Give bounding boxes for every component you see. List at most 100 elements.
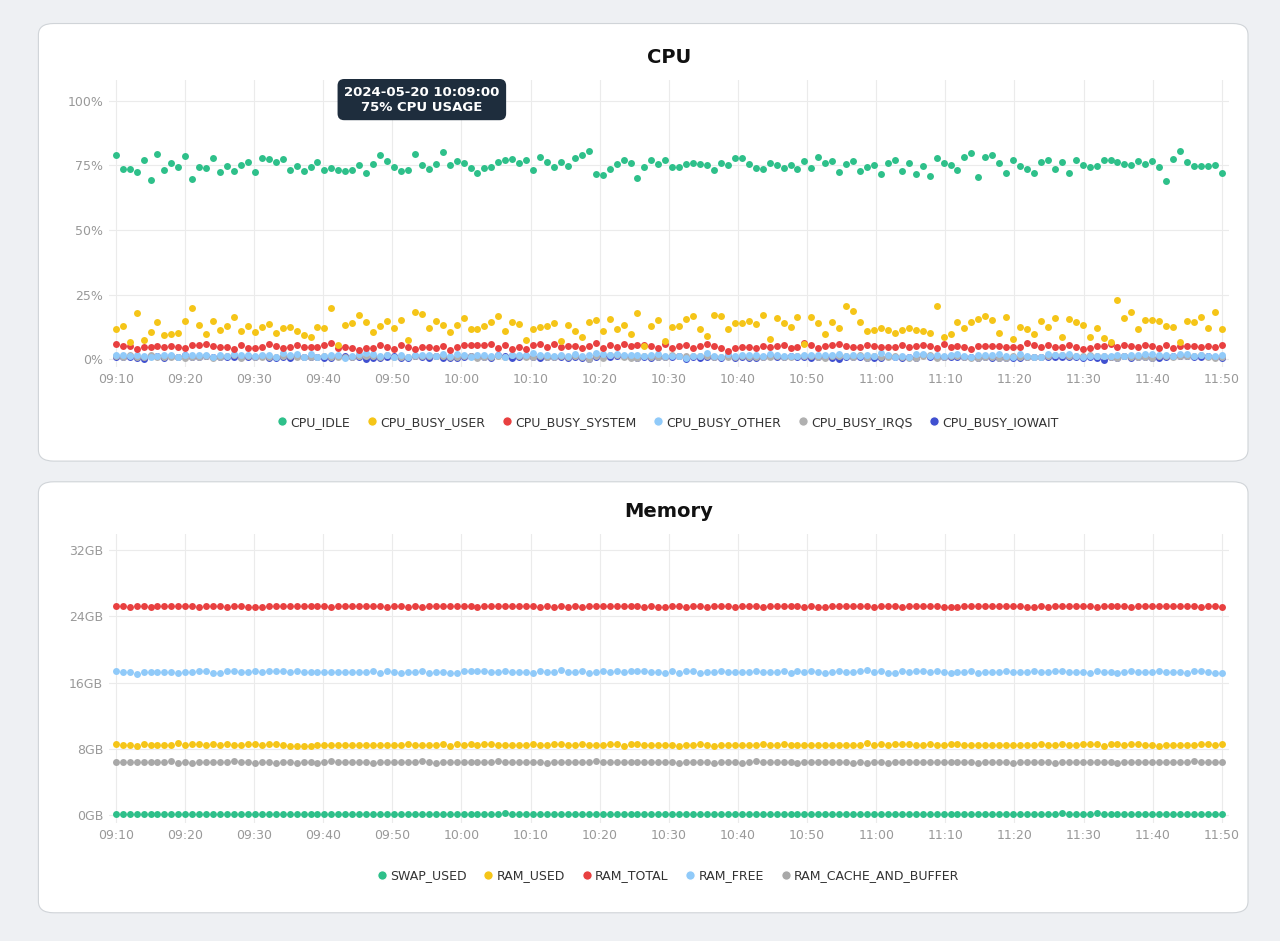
Point	[739, 598, 759, 614]
Point	[787, 349, 808, 364]
Point	[648, 347, 668, 362]
Point	[905, 350, 925, 365]
Point	[412, 806, 433, 821]
Point	[1204, 305, 1225, 320]
Point	[398, 755, 419, 770]
Point	[905, 806, 925, 821]
Point	[690, 349, 710, 364]
Point	[127, 598, 147, 614]
Point	[607, 806, 627, 821]
Point	[655, 349, 676, 364]
Point	[307, 756, 328, 771]
Point	[704, 339, 724, 354]
Point	[572, 329, 593, 344]
Point	[105, 755, 125, 770]
Point	[481, 664, 502, 679]
Point	[732, 664, 753, 679]
Point	[850, 663, 870, 678]
Point	[558, 806, 579, 821]
Point	[364, 156, 384, 171]
Point	[801, 806, 822, 821]
Point	[621, 755, 641, 770]
Point	[301, 340, 321, 355]
Point	[829, 806, 850, 821]
Point	[564, 339, 585, 354]
Point	[404, 599, 425, 614]
Point	[1004, 349, 1024, 364]
Point	[154, 351, 174, 366]
Point	[530, 599, 550, 614]
Point	[954, 150, 974, 165]
Point	[899, 340, 919, 355]
Point	[168, 755, 188, 770]
Point	[787, 755, 808, 770]
Point	[1038, 346, 1059, 361]
Point	[252, 348, 273, 363]
Point	[370, 350, 390, 365]
Point	[954, 598, 974, 614]
Point	[982, 347, 1002, 362]
Point	[467, 350, 488, 365]
Point	[753, 162, 773, 177]
Point	[732, 348, 753, 363]
Point	[864, 348, 884, 363]
Point	[390, 350, 411, 365]
Point	[1190, 737, 1211, 752]
Point	[168, 349, 188, 364]
Point	[1065, 598, 1085, 614]
Point	[648, 350, 668, 365]
Point	[822, 314, 842, 329]
Point	[878, 156, 899, 171]
Point	[1073, 737, 1093, 752]
Point	[808, 599, 828, 614]
Point	[822, 755, 842, 770]
Point	[439, 325, 460, 340]
Point	[404, 806, 425, 821]
Point	[794, 599, 814, 614]
Point	[676, 311, 696, 327]
Point	[175, 347, 196, 362]
Point	[808, 806, 828, 821]
Point	[773, 349, 794, 364]
Point	[878, 806, 899, 821]
Point	[905, 738, 925, 753]
Point	[1212, 322, 1233, 337]
Point	[913, 738, 933, 753]
Point	[1149, 598, 1170, 614]
Point	[829, 351, 850, 366]
Point	[899, 320, 919, 335]
Point	[1038, 338, 1059, 353]
Point	[1170, 347, 1190, 362]
Point	[989, 339, 1010, 354]
Point	[425, 664, 445, 679]
Point	[662, 806, 682, 821]
Point	[1079, 341, 1100, 356]
Point	[815, 347, 836, 362]
Point	[127, 342, 147, 357]
Point	[113, 598, 133, 614]
Point	[1114, 157, 1134, 172]
Point	[815, 665, 836, 680]
Point	[927, 350, 947, 365]
Point	[690, 755, 710, 770]
Point	[182, 737, 202, 752]
Point	[1114, 348, 1134, 363]
Point	[488, 737, 508, 752]
Point	[599, 161, 620, 176]
Point	[732, 756, 753, 771]
Point	[822, 338, 842, 353]
Point	[252, 754, 273, 769]
Point	[753, 806, 773, 821]
Point	[941, 347, 961, 362]
Point	[447, 598, 467, 614]
Point	[1087, 754, 1107, 769]
Point	[516, 332, 536, 347]
Point	[1142, 598, 1162, 614]
Point	[1073, 342, 1093, 357]
Point	[1087, 737, 1107, 752]
Point	[265, 349, 285, 364]
Point	[1121, 755, 1142, 770]
Point	[648, 156, 668, 171]
Point	[607, 157, 627, 172]
Point	[273, 806, 293, 821]
